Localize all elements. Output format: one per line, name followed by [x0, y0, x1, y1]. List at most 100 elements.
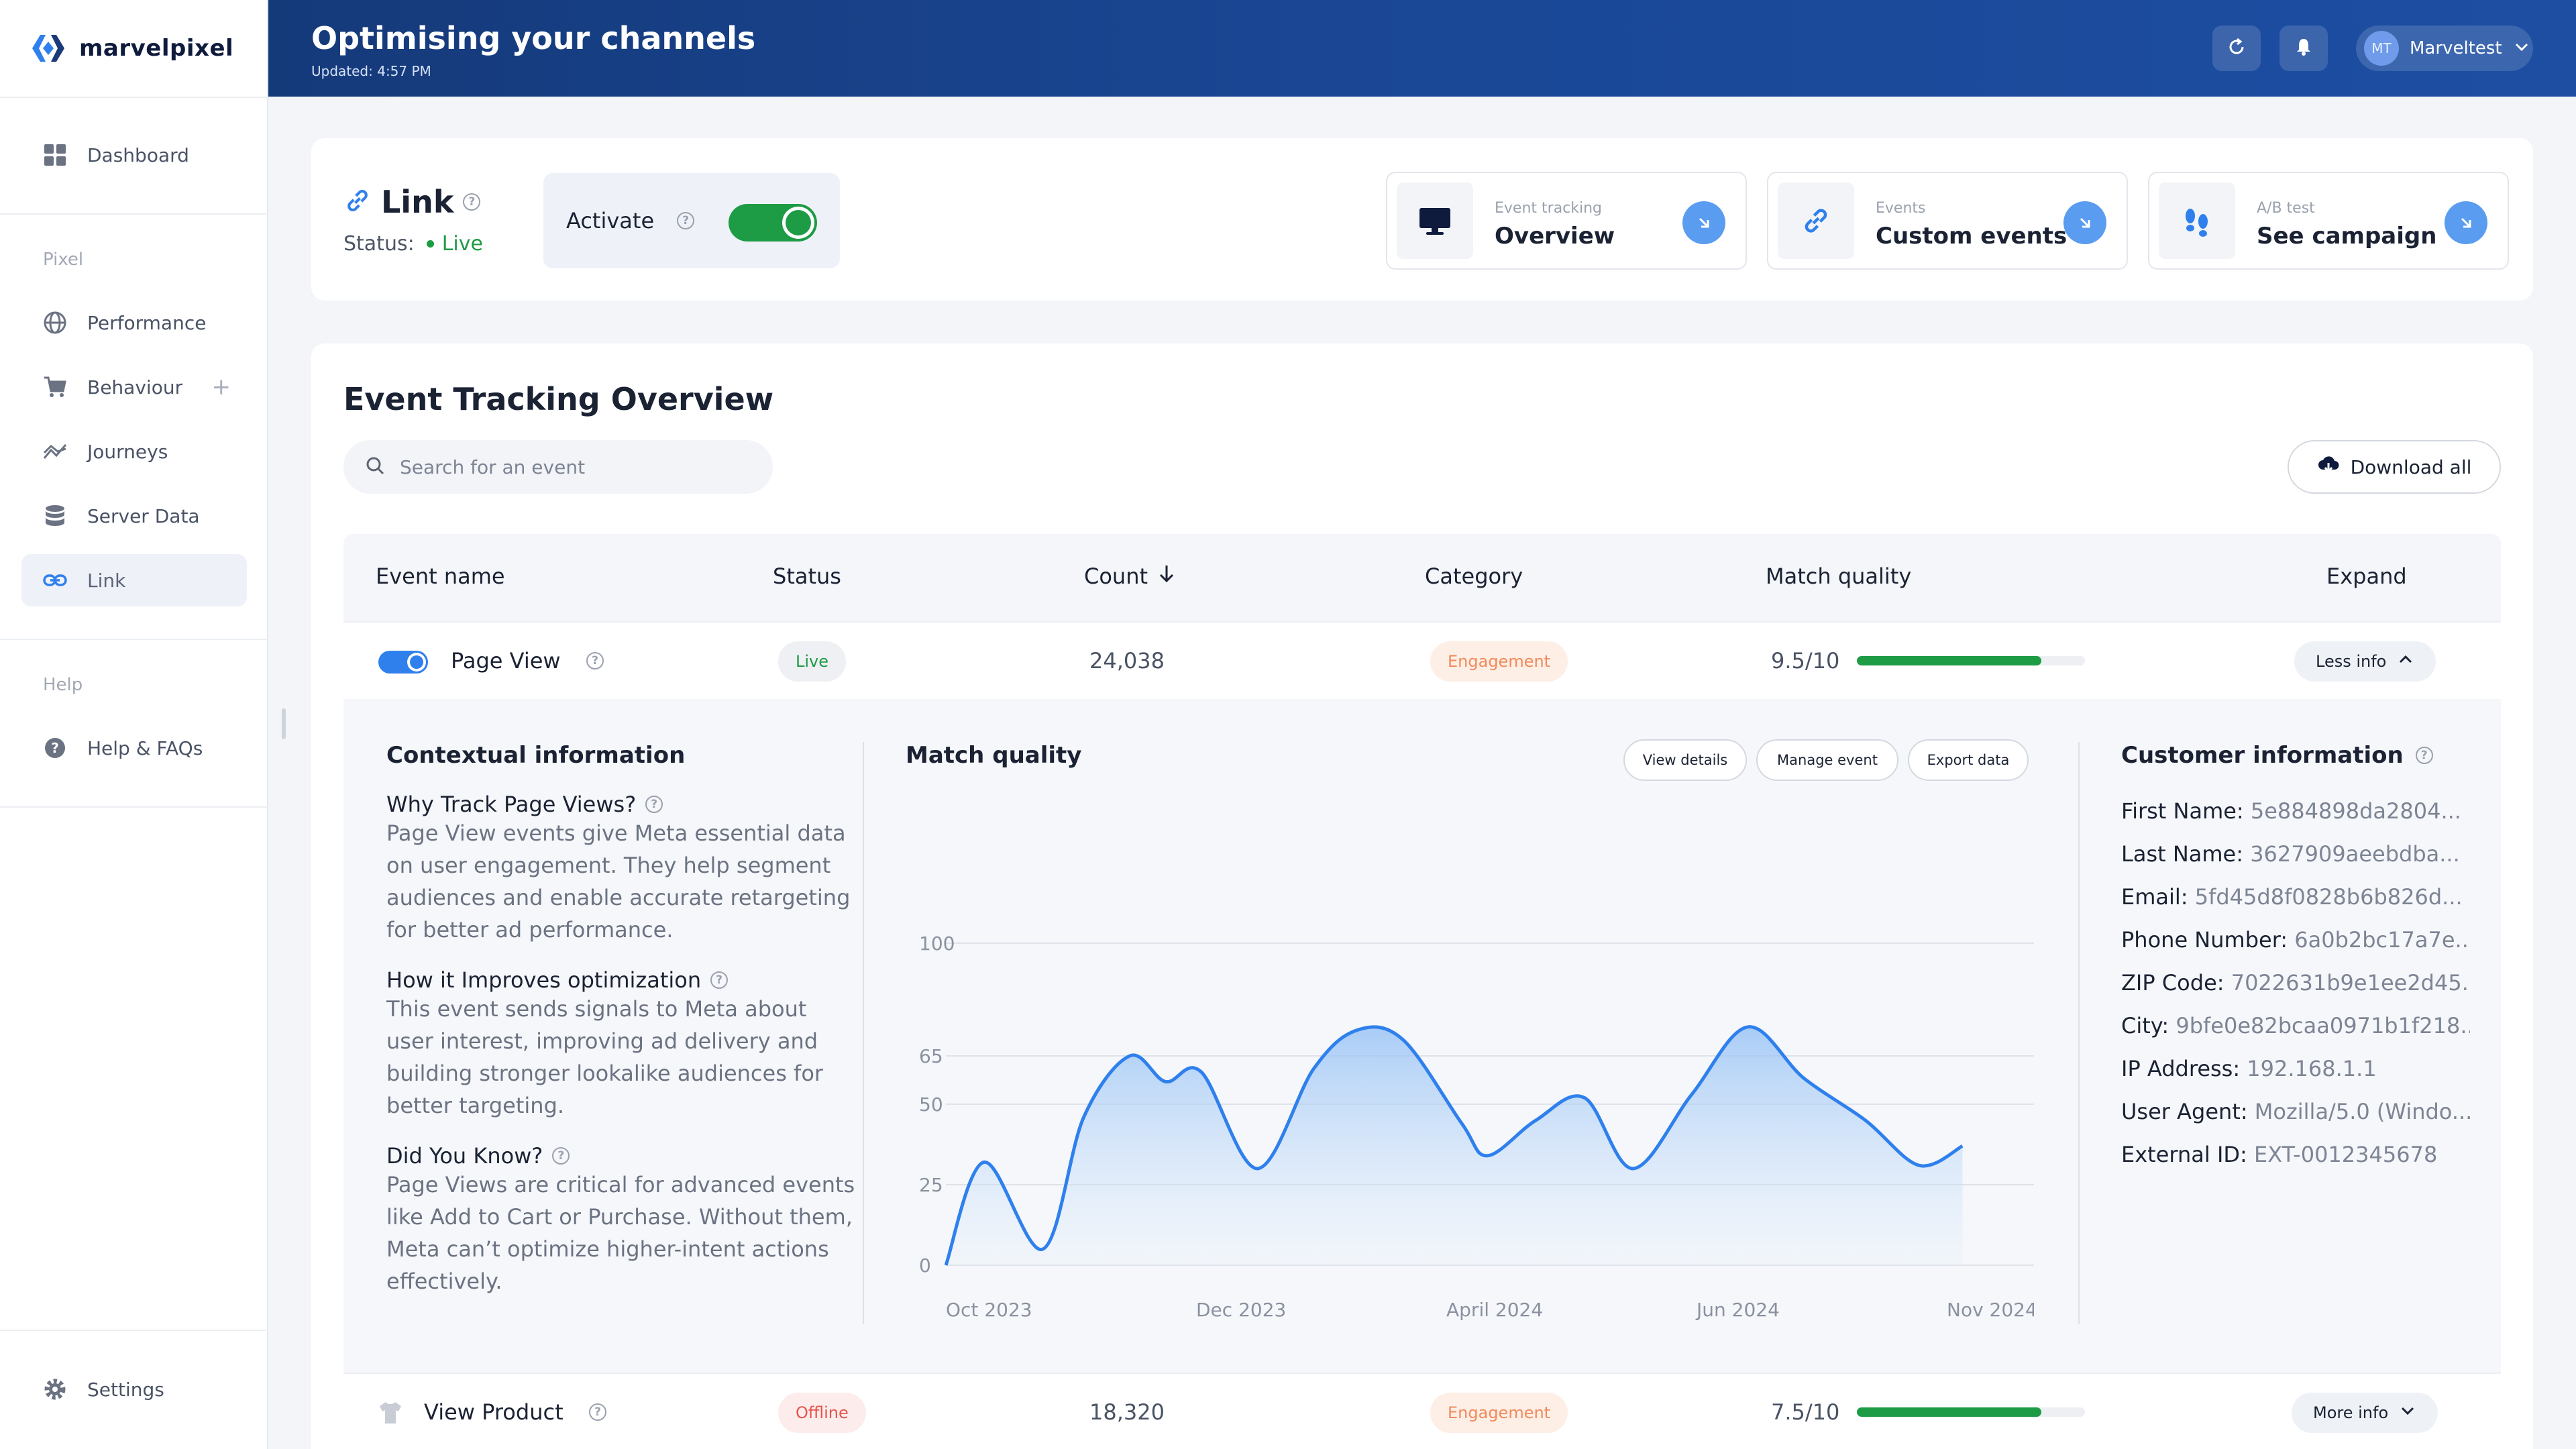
activate-toggle[interactable] [729, 204, 817, 241]
link-title: Link [381, 184, 454, 220]
y-tick-label: 50 [919, 1093, 943, 1116]
svg-text:?: ? [51, 740, 59, 756]
less-info-button[interactable]: Less info [2294, 641, 2436, 682]
expand-plus-icon[interactable]: + [211, 374, 231, 400]
customer-field-value: 9bfe0e82bcaa0971b1f218... [2176, 1013, 2470, 1038]
panel-divider [2078, 742, 2080, 1324]
more-info-button[interactable]: More info [2292, 1393, 2438, 1433]
customer-field-label: Email: [2121, 884, 2188, 910]
context-answer: Page Views are critical for advanced eve… [386, 1172, 855, 1294]
customer-field: User Agent: Mozilla/5.0 (Windo... [2121, 1099, 2470, 1142]
column-header-category[interactable]: Category [1425, 564, 1523, 589]
sidebar-item-help-faqs[interactable]: ? Help & FAQs [21, 722, 247, 774]
sidebar-item-journeys[interactable]: Journeys [21, 425, 247, 478]
x-tick-label: April 2024 [1446, 1299, 1543, 1321]
quick-link-custom-events[interactable]: Events Custom events [1767, 172, 2128, 270]
manage-event-button[interactable]: Manage event [1756, 739, 1898, 781]
quick-link-title: See campaign [2257, 223, 2437, 250]
sidebar-resize-handle[interactable] [282, 708, 286, 739]
event-toggle[interactable] [378, 651, 428, 674]
table-row: View Product ? Offline 18,320 Engagement… [343, 1373, 2501, 1449]
sidebar-item-performance[interactable]: Performance [21, 297, 247, 349]
search-input[interactable] [400, 455, 762, 478]
download-all-button[interactable]: Download all [2288, 440, 2501, 494]
view-details-button[interactable]: View details [1623, 739, 1747, 781]
more-info-label: More info [2313, 1403, 2389, 1422]
help-circle-icon[interactable]: ? [552, 1147, 570, 1165]
sidebar-section-help: Help [43, 675, 83, 695]
status-value: Live [441, 232, 483, 256]
event-tracking-card: Event Tracking Overview Download all Eve… [311, 343, 2533, 1449]
activate-label: Activate [566, 208, 655, 233]
toggle-knob [407, 653, 426, 672]
arrow-down-right-icon [2063, 201, 2106, 244]
help-icon: ? [42, 735, 68, 761]
help-circle-icon[interactable]: ? [463, 193, 481, 211]
page-title: Optimising your channels [311, 20, 756, 56]
sidebar-item-server-data[interactable]: Server Data [21, 490, 247, 542]
y-tick-label: 0 [919, 1254, 931, 1277]
customer-field-value: 192.168.1.1 [2247, 1056, 2377, 1081]
export-data-button[interactable]: Export data [1908, 739, 2029, 781]
customer-field-value: EXT-0012345678 [2253, 1142, 2438, 1167]
category-badge: Engagement [1430, 1393, 1568, 1433]
status-dot-icon [426, 240, 434, 248]
sidebar-item-dashboard[interactable]: Dashboard [21, 129, 247, 181]
user-menu[interactable]: MT Marveltest [2356, 25, 2533, 71]
sidebar-item-link[interactable]: Link [21, 554, 247, 606]
footsteps-icon [2159, 182, 2235, 259]
help-circle-icon[interactable]: ? [710, 971, 729, 989]
customer-field-label: Phone Number: [2121, 927, 2288, 953]
help-circle-icon[interactable]: ? [589, 1403, 606, 1421]
help-circle-icon[interactable]: ? [645, 796, 663, 813]
brand-logo[interactable]: marvelpixel [30, 30, 233, 67]
match-quality-bar [1857, 656, 2085, 665]
avatar: MT [2364, 31, 2399, 66]
column-header-match-quality[interactable]: Match quality [1766, 564, 1912, 589]
customer-field-label: User Agent: [2121, 1099, 2248, 1124]
help-circle-icon[interactable]: ? [2415, 747, 2433, 764]
column-header-event-name[interactable]: Event name [376, 564, 505, 589]
events-table: Event name Status Count Category Match q… [343, 534, 2501, 1449]
contextual-information-title: Contextual information [386, 742, 686, 769]
quick-link-see-campaign[interactable]: A/B test See campaign [2148, 172, 2509, 270]
match-quality-score: 9.5/10 [1771, 648, 1840, 674]
sidebar-item-label: Performance [87, 311, 207, 334]
customer-field-value: 5e884898da2804... [2250, 798, 2461, 824]
customer-field-label: ZIP Code: [2121, 970, 2224, 996]
column-header-count-label: Count [1084, 564, 1148, 589]
sidebar-divider [0, 213, 268, 215]
help-circle-icon[interactable]: ? [586, 652, 604, 669]
status-badge: Live [426, 232, 483, 256]
sidebar-item-settings[interactable]: Settings [21, 1363, 247, 1415]
panel-divider [863, 742, 864, 1324]
context-question: Did You Know? ? [386, 1143, 856, 1169]
toggle-knob [782, 207, 814, 239]
cart-icon [42, 374, 68, 400]
help-circle-icon[interactable]: ? [677, 212, 695, 229]
column-header-status[interactable]: Status [773, 564, 841, 589]
customer-field-label: First Name: [2121, 798, 2244, 824]
link-status: Status: Live [343, 232, 483, 256]
notifications-button[interactable] [2279, 25, 2328, 71]
status-label: Status: [343, 232, 415, 256]
sidebar-item-label: Dashboard [87, 144, 189, 166]
sidebar-item-label: Journeys [87, 440, 168, 463]
column-header-count[interactable]: Count [1084, 564, 1176, 589]
sidebar-item-behaviour[interactable]: Behaviour + [21, 361, 247, 413]
arrow-down-right-icon [1682, 201, 1725, 244]
customer-field: IP Address: 192.168.1.1 [2121, 1056, 2470, 1099]
sidebar-divider [0, 639, 268, 640]
match-quality-chart: 0 25 50 65 100 Oct 2023 Dec 2023 April 2024 Jun … [919, 932, 2034, 1321]
download-all-label: Download all [2350, 455, 2472, 478]
refresh-button[interactable] [2212, 25, 2261, 71]
globe-icon [42, 309, 68, 336]
status-badge: Offline [778, 1393, 866, 1433]
bell-icon [2294, 37, 2314, 60]
customer-field-value: 6a0b2bc17a7e... [2294, 927, 2470, 953]
customer-field-value: 7022631b9e1ee2d45... [2231, 970, 2470, 996]
quick-link-overview[interactable]: Event tracking Overview [1386, 172, 1747, 270]
contextual-information: Contextual information Why Track Page Vi… [386, 742, 856, 1319]
user-name: Marveltest [2410, 38, 2502, 58]
quick-link-title: Overview [1495, 223, 1615, 250]
